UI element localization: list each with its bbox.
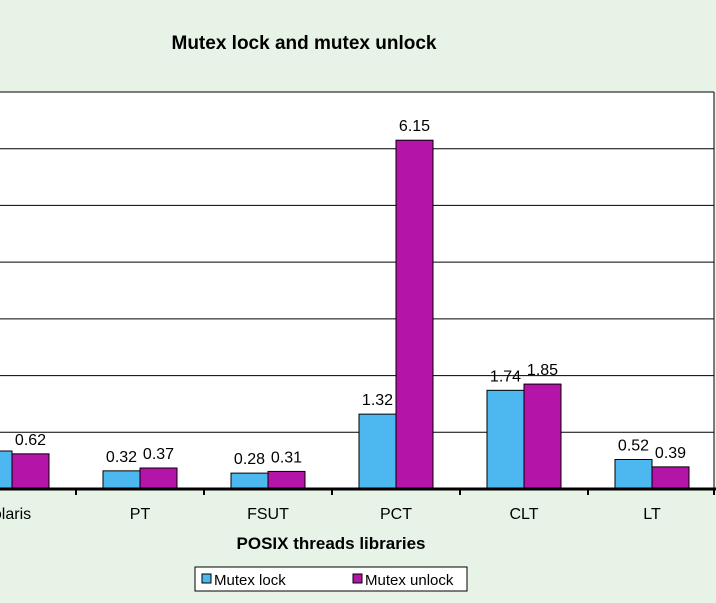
bar-mutex-lock-lt <box>614 459 653 490</box>
x-axis-label: POSIX threads libraries <box>237 534 426 553</box>
x-tick-label: PCT <box>380 506 412 523</box>
bar-mutex-unlock-clt <box>523 383 562 490</box>
legend-label-mutex-lock: Mutex lock <box>214 572 286 589</box>
data-label: 1.85 <box>527 362 558 379</box>
data-label: 1.32 <box>362 392 393 409</box>
bar-mutex-lock-clt <box>486 389 525 490</box>
data-label: 0.32 <box>106 449 137 466</box>
data-label: 0.28 <box>234 451 265 468</box>
x-tick-label: PT <box>130 506 151 523</box>
x-tick-label: LT <box>643 506 661 523</box>
legend: Mutex lock Mutex unlock <box>194 566 468 592</box>
bar-mutex-unlock-pct <box>395 139 434 490</box>
bar-mutex-unlock-fsut <box>267 470 306 490</box>
data-label: 1.74 <box>490 368 521 385</box>
bar-mutex-unlock-olaris <box>11 453 50 490</box>
plot-background <box>0 92 714 489</box>
legend-box <box>194 566 468 592</box>
bar-mutex-lock-pt <box>102 470 141 490</box>
chart-title: Mutex lock and mutex unlock <box>172 33 437 54</box>
data-label: 6.15 <box>399 118 430 135</box>
data-label: 0.31 <box>271 449 302 466</box>
bar-mutex-lock-olaris <box>0 450 13 490</box>
bar-mutex-unlock-pt <box>139 467 178 490</box>
data-label: 0.52 <box>618 438 649 455</box>
legend-swatch-mutex-unlock <box>352 573 363 584</box>
data-label: 0.37 <box>143 446 174 463</box>
bar-mutex-lock-pct <box>358 413 397 490</box>
bar-mutex-unlock-lt <box>651 466 690 490</box>
x-tick-label: FSUT <box>247 506 289 523</box>
data-label: 0.39 <box>655 445 686 462</box>
legend-label-mutex-unlock: Mutex unlock <box>365 572 454 589</box>
bar-mutex-lock-fsut <box>230 472 269 490</box>
x-tick-label: olaris <box>0 506 31 523</box>
x-tick-label: CLT <box>509 506 538 523</box>
legend-swatch-mutex-lock <box>201 573 212 584</box>
plot-area: 70.62olaris0.320.37PT0.280.31FSUT1.326.1… <box>0 91 716 523</box>
data-label: 0.62 <box>15 432 46 449</box>
